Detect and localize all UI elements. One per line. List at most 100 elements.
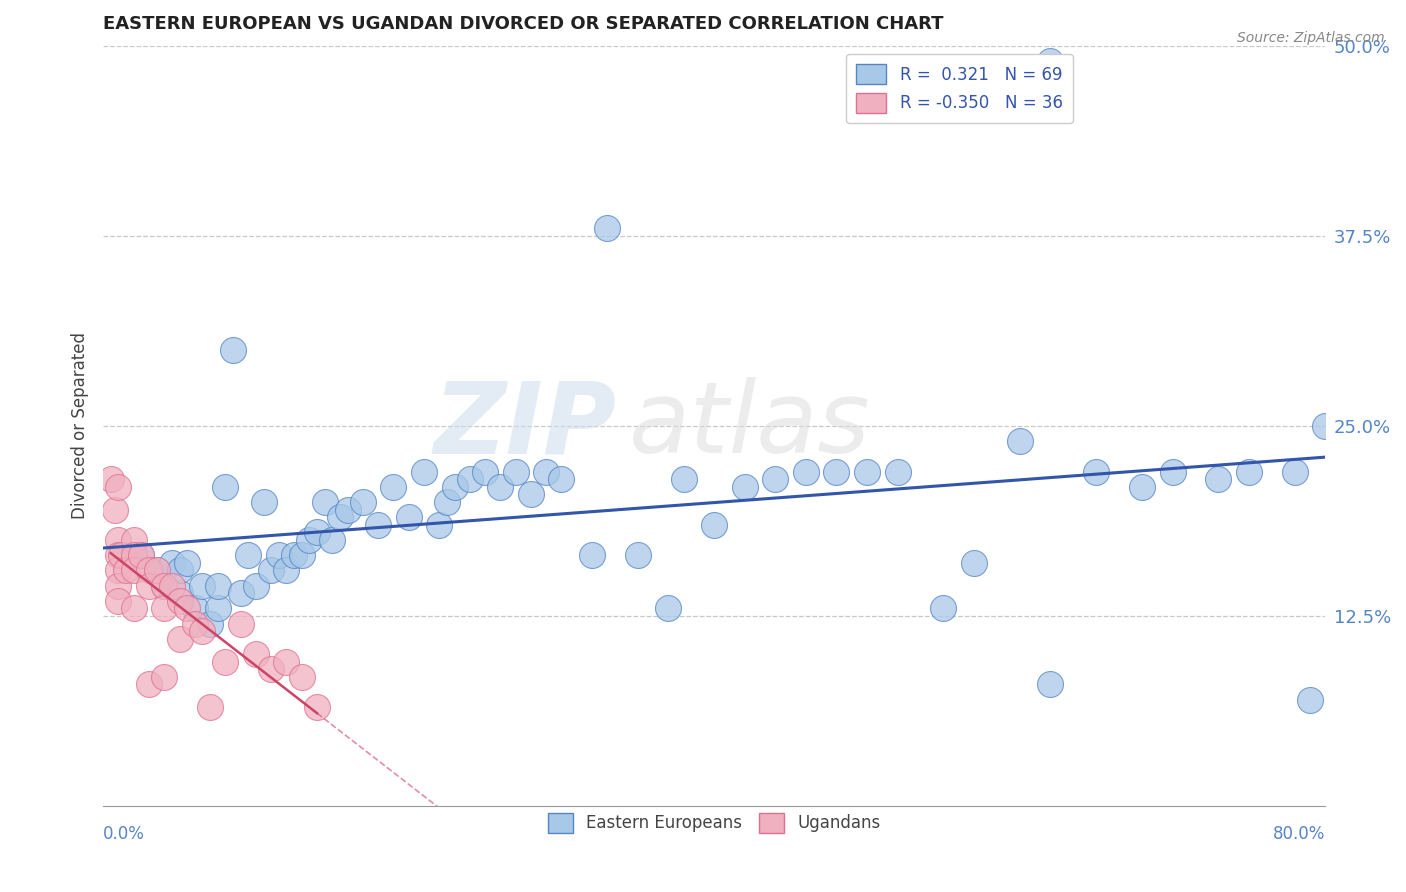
Point	[305, 700, 328, 714]
Point	[314, 495, 336, 509]
Point	[581, 548, 603, 562]
Point	[107, 594, 129, 608]
Point	[122, 563, 145, 577]
Point	[153, 670, 176, 684]
Point	[1284, 465, 1306, 479]
Point	[398, 510, 420, 524]
Point	[329, 510, 352, 524]
Point	[176, 601, 198, 615]
Point	[298, 533, 321, 547]
Point	[1237, 465, 1260, 479]
Text: atlas: atlas	[628, 377, 870, 475]
Point	[1161, 465, 1184, 479]
Point	[474, 465, 496, 479]
Point	[763, 472, 786, 486]
Point	[734, 480, 756, 494]
Point	[107, 579, 129, 593]
Point	[184, 601, 207, 615]
Point	[153, 601, 176, 615]
Point	[413, 465, 436, 479]
Point	[169, 594, 191, 608]
Point	[122, 533, 145, 547]
Point	[153, 579, 176, 593]
Point	[276, 655, 298, 669]
Point	[672, 472, 695, 486]
Point	[458, 472, 481, 486]
Point	[321, 533, 343, 547]
Point	[207, 579, 229, 593]
Legend: Eastern Europeans, Ugandans: Eastern Europeans, Ugandans	[541, 806, 887, 839]
Point	[145, 563, 167, 577]
Point	[1039, 677, 1062, 691]
Point	[245, 579, 267, 593]
Point	[176, 556, 198, 570]
Point	[520, 487, 543, 501]
Point	[794, 465, 817, 479]
Text: 80.0%: 80.0%	[1272, 825, 1326, 843]
Point	[1130, 480, 1153, 494]
Point	[886, 465, 908, 479]
Point	[245, 647, 267, 661]
Text: Source: ZipAtlas.com: Source: ZipAtlas.com	[1237, 31, 1385, 45]
Point	[367, 517, 389, 532]
Point	[145, 563, 167, 577]
Point	[214, 655, 236, 669]
Point	[627, 548, 650, 562]
Point	[352, 495, 374, 509]
Point	[107, 533, 129, 547]
Point	[131, 548, 153, 562]
Point	[856, 465, 879, 479]
Point	[222, 343, 245, 357]
Point	[160, 556, 183, 570]
Point	[825, 465, 848, 479]
Point	[489, 480, 512, 494]
Point	[191, 579, 214, 593]
Point	[138, 579, 160, 593]
Point	[207, 601, 229, 615]
Point	[963, 556, 986, 570]
Point	[252, 495, 274, 509]
Point	[107, 548, 129, 562]
Point	[122, 548, 145, 562]
Point	[534, 465, 557, 479]
Point	[160, 579, 183, 593]
Point	[184, 616, 207, 631]
Point	[283, 548, 305, 562]
Text: 0.0%: 0.0%	[103, 825, 145, 843]
Point	[260, 563, 283, 577]
Point	[260, 662, 283, 676]
Point	[100, 472, 122, 486]
Point	[169, 586, 191, 600]
Text: EASTERN EUROPEAN VS UGANDAN DIVORCED OR SEPARATED CORRELATION CHART: EASTERN EUROPEAN VS UGANDAN DIVORCED OR …	[103, 15, 943, 33]
Point	[169, 632, 191, 646]
Point	[1039, 54, 1062, 68]
Point	[191, 624, 214, 639]
Y-axis label: Divorced or Separated: Divorced or Separated	[72, 333, 89, 519]
Point	[198, 700, 221, 714]
Point	[238, 548, 260, 562]
Point	[153, 579, 176, 593]
Point	[505, 465, 527, 479]
Point	[104, 502, 127, 516]
Point	[229, 616, 252, 631]
Point	[214, 480, 236, 494]
Point	[443, 480, 465, 494]
Point	[1008, 434, 1031, 449]
Point	[305, 525, 328, 540]
Point	[657, 601, 679, 615]
Text: ZIP: ZIP	[433, 377, 616, 475]
Point	[291, 670, 314, 684]
Point	[596, 221, 619, 235]
Point	[1315, 418, 1337, 433]
Point	[122, 601, 145, 615]
Point	[550, 472, 572, 486]
Point	[1085, 465, 1108, 479]
Point	[276, 563, 298, 577]
Point	[138, 677, 160, 691]
Point	[131, 548, 153, 562]
Point	[198, 616, 221, 631]
Point	[267, 548, 290, 562]
Point	[1208, 472, 1230, 486]
Point	[382, 480, 405, 494]
Point	[115, 563, 138, 577]
